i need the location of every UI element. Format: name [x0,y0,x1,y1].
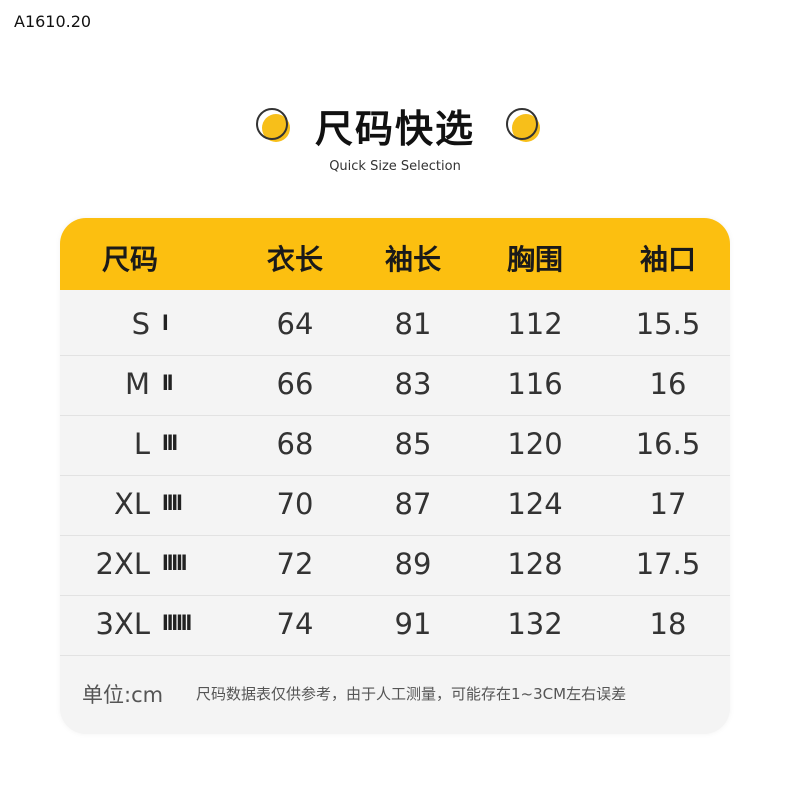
row-value: 17.5 [635,547,701,581]
row-value: 17 [649,487,687,521]
row-value: 74 [276,607,314,641]
table-row: 3XL IIIIII 74 91 132 18 [60,595,730,656]
size-label: 2XL [95,547,150,581]
row-value: 87 [394,487,432,521]
tally-marks: IIIII [162,550,187,577]
row-value: 85 [394,427,432,461]
table-row: S I 64 81 112 15.5 [60,295,730,356]
row-value: 89 [394,547,432,581]
size-table: 尺码 衣长 袖长 胸围 袖口 S I 64 81 112 15.5 M II 66 83 116 16… [60,218,730,734]
tally-marks: III [162,430,178,457]
tally-marks: IIIIII [162,610,192,637]
row-value: 120 [507,427,563,461]
disclaimer-note: 尺码数据表仅供参考，由于人工测量，可能存在1~3CM左右误差 [196,685,627,703]
size-label: S [131,307,150,341]
header-sleeve: 袖长 [384,243,442,276]
size-label: XL [113,487,150,521]
row-value: 16 [649,367,687,401]
tally-marks: IIII [162,490,183,517]
size-label: 3XL [95,607,150,641]
decorative-circle-icon [506,108,540,142]
header-chest: 胸围 [506,243,564,276]
row-value: 68 [276,427,314,461]
tally-marks: II [162,370,173,397]
page-subtitle: Quick Size Selection [329,159,461,174]
row-value: 72 [276,547,314,581]
size-label: L [133,427,150,461]
tally-marks: I [162,310,169,337]
row-value: 66 [276,367,314,401]
row-value: 83 [394,367,432,401]
row-value: 132 [507,607,563,641]
row-value: 70 [276,487,314,521]
row-value: 128 [507,547,563,581]
row-value: 81 [394,307,432,341]
row-value: 124 [507,487,563,521]
header-cuff: 袖口 [639,243,697,276]
row-value: 64 [276,307,314,341]
row-value: 16.5 [635,427,701,461]
header-length: 衣长 [266,243,324,276]
row-value: 116 [507,367,563,401]
row-value: 112 [507,307,563,341]
size-label: M [124,367,150,401]
table-row: L III 68 85 120 16.5 [60,415,730,476]
table-row: XL IIII 70 87 124 17 [60,475,730,536]
table-footer: 单位:cm 尺码数据表仅供参考，由于人工测量，可能存在1~3CM左右误差 [60,655,730,734]
row-value: 18 [649,607,687,641]
table-row: 2XL IIIII 72 89 128 17.5 [60,535,730,596]
table-row: M II 66 83 116 16 [60,355,730,416]
row-value: 91 [394,607,432,641]
page-title: 尺码快选 [314,107,475,151]
product-code: A1610.20 [14,12,92,31]
row-value: 15.5 [635,307,701,341]
header-size: 尺码 [101,243,159,276]
decorative-circle-icon [256,108,290,142]
table-header: 尺码 衣长 袖长 胸围 袖口 [60,218,730,290]
unit-label: 单位:cm [82,683,164,707]
